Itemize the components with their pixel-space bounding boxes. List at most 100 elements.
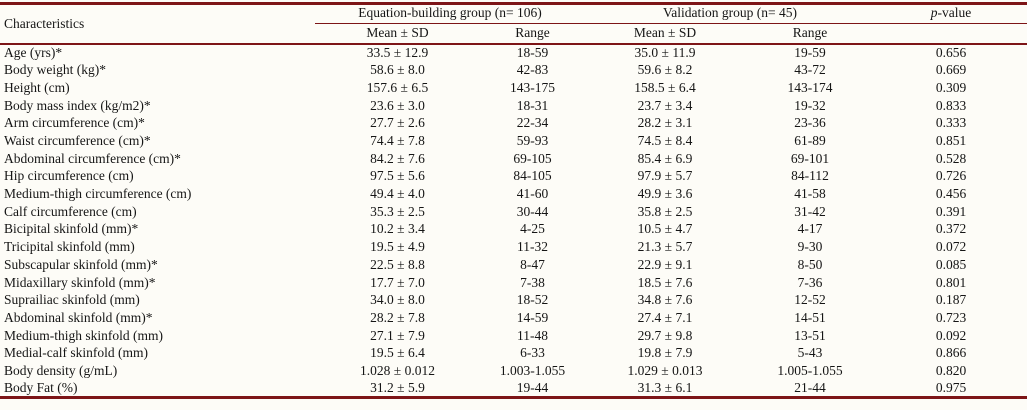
cell-pvalue: 0.085	[935, 256, 967, 272]
subheader-eb-mean-sd: Mean ± SD	[315, 23, 480, 45]
cell-eb-range: 30-44	[516, 203, 549, 219]
cell-pvalue: 0.726	[935, 168, 967, 184]
cell-v-range: 4-17	[797, 221, 823, 237]
cell-eb-mean-sd: 19.5 ± 4.9	[370, 239, 425, 255]
column-header-pvalue: p-value	[875, 3, 1027, 24]
cell-eb-mean-sd: 31.2 ± 5.9	[370, 379, 425, 395]
table-row: Subscapular skinfold (mm)* 22.5 ± 8.8 8-…	[0, 256, 1027, 274]
cell-v-range: 41-58	[794, 186, 826, 202]
cell-eb-mean-sd: 17.7 ± 7.0	[370, 274, 425, 290]
cell-pvalue: 0.801	[935, 274, 967, 290]
cell-eb-range: 41-60	[516, 186, 549, 202]
cell-v-mean-sd: 85.4 ± 6.9	[637, 150, 693, 166]
cell-v-mean-sd: 1.029 ± 0.013	[627, 362, 703, 378]
cell-characteristic: Medium-thigh skinfold (mm)	[4, 327, 163, 343]
cell-v-mean-sd: 22.9 ± 9.1	[637, 256, 693, 272]
cell-eb-range: 6-33	[520, 345, 545, 361]
cell-pvalue: 0.333	[935, 115, 967, 131]
cell-v-range: 9-30	[797, 239, 823, 255]
cell-eb-mean-sd: 19.5 ± 6.4	[370, 345, 425, 361]
cell-characteristic: Midaxillary skinfold (mm)*	[4, 274, 156, 290]
cell-characteristic: Age (yrs)*	[4, 45, 63, 61]
cell-pvalue: 0.391	[935, 203, 967, 219]
cell-eb-mean-sd: 10.2 ± 3.4	[370, 221, 425, 237]
cell-eb-range: 18-52	[516, 292, 549, 308]
table-row: Abdominal skinfold (mm)* 28.2 ± 7.8 14-5…	[0, 309, 1027, 327]
cell-pvalue: 0.456	[935, 186, 967, 202]
cell-eb-mean-sd: 33.5 ± 12.9	[366, 45, 429, 61]
cell-pvalue: 0.851	[935, 133, 967, 149]
table-row: Midaxillary skinfold (mm)* 17.7 ± 7.0 7-…	[0, 273, 1027, 291]
table-row: Bicipital skinfold (mm)* 10.2 ± 3.4 4-25…	[0, 220, 1027, 238]
cell-v-mean-sd: 27.4 ± 7.1	[637, 309, 693, 325]
table-subheader-row: Mean ± SD Range Mean ± SD Range	[0, 23, 1027, 45]
cell-v-mean-sd: 31.3 ± 6.1	[637, 379, 693, 395]
cell-characteristic: Subscapular skinfold (mm)*	[4, 256, 158, 272]
table-body: Age (yrs)* 33.5 ± 12.9 18-59 35.0 ± 11.9…	[0, 44, 1027, 398]
table-row: Calf circumference (cm) 35.3 ± 2.5 30-44…	[0, 203, 1027, 221]
cell-eb-range: 11-48	[517, 327, 548, 343]
cell-pvalue: 0.656	[935, 45, 967, 61]
cell-v-range: 31-42	[794, 203, 826, 219]
table-row: Body density (g/mL) 1.028 ± 0.012 1.003-…	[0, 362, 1027, 380]
cell-pvalue: 0.187	[935, 292, 967, 308]
cell-v-range: 19-59	[794, 45, 826, 61]
pvalue-italic-p: p	[930, 5, 938, 21]
cell-characteristic: Body mass index (kg/m2)*	[4, 97, 151, 113]
table-row: Medium-thigh skinfold (mm) 27.1 ± 7.9 11…	[0, 327, 1027, 345]
column-header-characteristics: Characteristics	[0, 3, 315, 45]
cell-characteristic: Calf circumference (cm)	[4, 203, 137, 219]
table-row: Waist circumference (cm)* 74.4 ± 7.8 59-…	[0, 132, 1027, 150]
cell-eb-range: 14-59	[516, 309, 549, 325]
cell-characteristic: Body density (g/mL)	[4, 362, 118, 378]
cell-eb-range: 42-83	[516, 62, 549, 78]
pvalue-rest: -value	[937, 5, 972, 21]
subheader-eb-range: Range	[480, 23, 585, 45]
cell-v-range: 7-36	[797, 274, 823, 290]
column-group-equation-building: Equation-building group (n= 106)	[315, 3, 585, 24]
cell-eb-range: 1.003-1.055	[499, 362, 566, 378]
cell-v-range: 69-101	[790, 150, 830, 166]
table-row: Abdominal circumference (cm)* 84.2 ± 7.6…	[0, 150, 1027, 168]
table-row: Medial-calf skinfold (mm) 19.5 ± 6.4 6-3…	[0, 344, 1027, 362]
cell-eb-mean-sd: 58.6 ± 8.0	[370, 62, 425, 78]
cell-v-mean-sd: 74.5 ± 8.4	[637, 133, 693, 149]
cell-eb-mean-sd: 34.0 ± 8.0	[370, 292, 425, 308]
cell-v-mean-sd: 21.3 ± 5.7	[637, 239, 693, 255]
table-row: Tricipital skinfold (mm) 19.5 ± 4.9 11-3…	[0, 238, 1027, 256]
cell-characteristic: Height (cm)	[4, 79, 70, 95]
cell-v-range: 43-72	[794, 62, 826, 78]
cell-v-range: 1.005-1.055	[777, 362, 843, 378]
cell-v-range: 84-112	[791, 168, 829, 184]
cell-v-mean-sd: 29.7 ± 9.8	[637, 327, 693, 343]
cell-pvalue: 0.309	[935, 79, 967, 95]
cell-eb-range: 11-32	[517, 239, 548, 255]
cell-eb-range: 8-47	[520, 256, 545, 272]
cell-eb-mean-sd: 23.6 ± 3.0	[370, 97, 425, 113]
cell-characteristic: Body weight (kg)*	[4, 62, 106, 78]
cell-v-mean-sd: 19.8 ± 7.9	[637, 345, 693, 361]
subheader-pvalue-empty	[875, 23, 1027, 45]
cell-v-mean-sd: 10.5 ± 4.7	[637, 221, 693, 237]
cell-pvalue: 0.372	[935, 221, 967, 237]
cell-pvalue: 0.528	[935, 150, 967, 166]
cell-v-mean-sd: 158.5 ± 6.4	[634, 79, 696, 95]
cell-v-range: 13-51	[794, 327, 826, 343]
subheader-v-range: Range	[745, 23, 875, 45]
cell-v-mean-sd: 59.6 ± 8.2	[637, 62, 693, 78]
cell-pvalue: 0.866	[935, 345, 967, 361]
subheader-v-mean-sd: Mean ± SD	[585, 23, 745, 45]
cell-pvalue: 0.833	[935, 97, 967, 113]
cell-pvalue: 0.072	[935, 239, 967, 255]
cell-eb-range: 59-93	[516, 133, 549, 149]
cell-eb-mean-sd: 35.3 ± 2.5	[370, 203, 425, 219]
cell-characteristic: Medial-calf skinfold (mm)	[4, 345, 148, 361]
cell-characteristic: Medium-thigh circumference (cm)	[4, 186, 192, 202]
table-row: Body Fat (%) 31.2 ± 5.9 19-44 31.3 ± 6.1…	[0, 380, 1027, 398]
cell-characteristic: Hip circumference (cm)	[4, 168, 134, 184]
cell-eb-range: 84-105	[513, 168, 552, 184]
table-row: Hip circumference (cm) 97.5 ± 5.6 84-105…	[0, 167, 1027, 185]
cell-v-range: 21-44	[794, 379, 826, 395]
cell-characteristic: Bicipital skinfold (mm)*	[4, 221, 139, 237]
cell-characteristic: Suprailiac skinfold (mm)	[4, 292, 140, 308]
